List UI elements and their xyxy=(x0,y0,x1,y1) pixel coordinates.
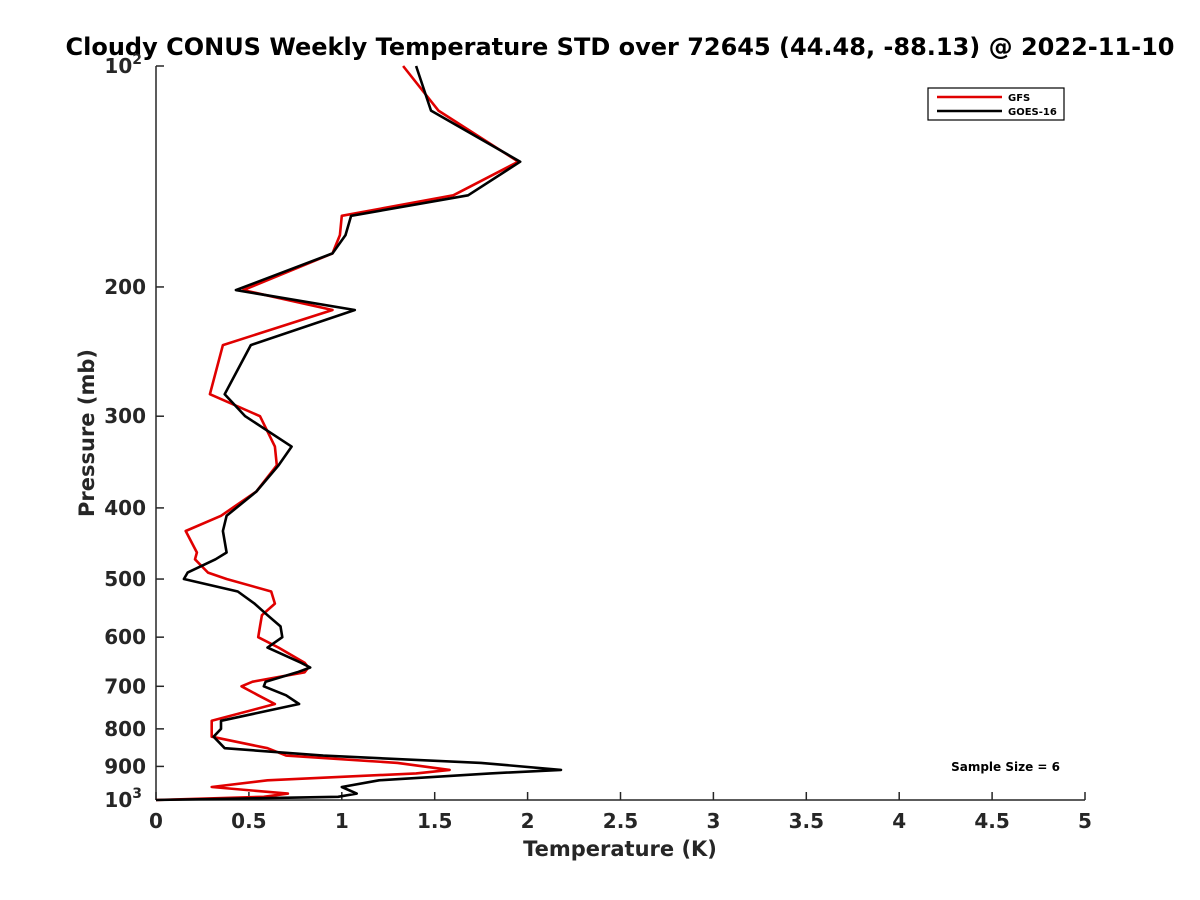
y-tick-label-base: 800 xyxy=(104,717,146,741)
x-tick-label: 3.5 xyxy=(789,809,824,833)
x-tick-label: 5 xyxy=(1078,809,1092,833)
x-tick-label: 0.5 xyxy=(231,809,266,833)
sample-size-annotation: Sample Size = 6 xyxy=(951,760,1060,774)
y-tick-label: 800 xyxy=(104,717,146,741)
series-line-goes-16 xyxy=(155,65,563,802)
y-tick-label: 200 xyxy=(104,275,146,299)
y-tick-label-base: 700 xyxy=(104,674,146,698)
y-tick-label-base: 400 xyxy=(104,496,146,520)
y-tick-label: 900 xyxy=(104,754,146,778)
legend: GFS GOES-16 xyxy=(927,87,1065,121)
y-tick-label-base: 200 xyxy=(104,275,146,299)
y-tick-label-exponent: 2 xyxy=(132,52,142,68)
x-tick-label: 3 xyxy=(706,809,720,833)
legend-label-goes-16: GOES-16 xyxy=(1008,107,1057,118)
y-tick-label: 300 xyxy=(104,404,146,428)
x-tick-label: 0 xyxy=(149,809,163,833)
chart-title: Cloudy CONUS Weekly Temperature STD over… xyxy=(66,33,1175,61)
x-tick-label: 2 xyxy=(521,809,535,833)
y-tick-label-base: 500 xyxy=(104,567,146,591)
y-tick-label: 700 xyxy=(104,674,146,698)
y-tick-label-exponent: 3 xyxy=(132,786,142,802)
x-axis: 0 0.5 1 1.5 2 2.5 3 3.5 4 4.5 5 xyxy=(149,792,1092,833)
series-line-gfs xyxy=(155,65,520,802)
y-tick-label-base: 10 xyxy=(104,788,132,812)
y-tick-label: 400 xyxy=(104,496,146,520)
y-tick-label: 103 xyxy=(104,786,142,812)
x-tick-label: 4.5 xyxy=(974,809,1009,833)
x-tick-label: 1 xyxy=(335,809,349,833)
x-axis-label: Temperature (K) xyxy=(523,837,717,861)
series-layer xyxy=(155,65,563,802)
x-tick-label: 1.5 xyxy=(417,809,452,833)
y-tick-label: 102 xyxy=(104,52,142,78)
y-tick-label-base: 600 xyxy=(104,625,146,649)
y-axis-label: Pressure (mb) xyxy=(75,349,99,517)
x-tick-label: 4 xyxy=(892,809,906,833)
y-tick-label: 600 xyxy=(104,625,146,649)
x-tick-label: 2.5 xyxy=(603,809,638,833)
y-tick-label: 500 xyxy=(104,567,146,591)
y-tick-label-base: 900 xyxy=(104,754,146,778)
y-tick-label-base: 300 xyxy=(104,404,146,428)
legend-box xyxy=(927,87,1065,121)
y-tick-label-base: 10 xyxy=(104,54,132,78)
legend-label-gfs: GFS xyxy=(1008,93,1030,104)
